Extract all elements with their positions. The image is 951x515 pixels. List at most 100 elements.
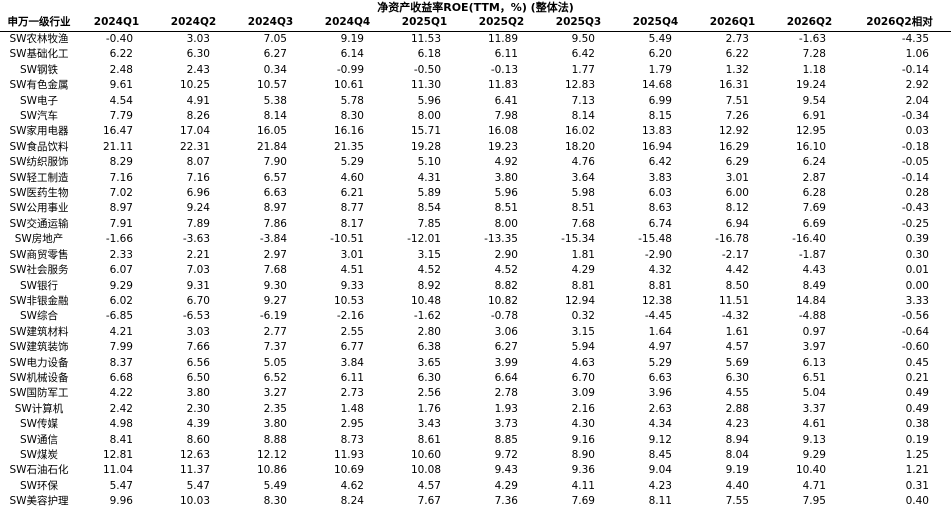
table-row: SW医药生物 7.02 6.96 6.63 6.21 5.89 5.96 5.98 6.03 6.… [0, 186, 951, 201]
roe-value: 16.16 [333, 125, 364, 138]
industry-name: SW纺织服饰 [9, 156, 69, 169]
industry-name: SW轻工制造 [9, 171, 69, 184]
roe-value: -6.85 [105, 310, 133, 323]
roe-value: 3.64 [571, 171, 595, 184]
roe-value: -6.53 [182, 310, 210, 323]
roe-value: 12.92 [718, 125, 749, 138]
roe-value: 2.21 [186, 248, 210, 261]
roe-value: 12.38 [641, 294, 672, 307]
roe-value: 6.30 [725, 371, 749, 384]
roe-value: 2.73 [340, 387, 364, 400]
roe-value: 17.04 [179, 125, 210, 138]
roe-value: -0.43 [901, 202, 929, 215]
roe-value: 10.69 [333, 464, 364, 477]
roe-value: 15.71 [410, 125, 441, 138]
roe-value: 0.40 [905, 495, 929, 508]
roe-value: 8.77 [340, 202, 364, 215]
roe-value: 6.64 [494, 371, 518, 384]
roe-value: 9.27 [263, 294, 287, 307]
roe-value: 12.94 [564, 294, 595, 307]
industry-name: SW交通运输 [9, 217, 69, 230]
roe-value: 5.94 [571, 341, 595, 354]
roe-value: 9.24 [186, 202, 210, 215]
roe-value: 5.98 [571, 187, 595, 200]
roe-value: 6.99 [648, 94, 672, 107]
roe-value: 8.85 [494, 433, 518, 446]
roe-value: 6.63 [263, 187, 287, 200]
roe-value: 6.07 [109, 264, 133, 277]
roe-value: 4.43 [802, 264, 826, 277]
roe-value: 6.68 [109, 371, 133, 384]
roe-value: 6.29 [725, 156, 749, 169]
roe-value: 7.86 [263, 217, 287, 230]
roe-value: 2.80 [417, 325, 441, 338]
roe-value: 4.71 [802, 479, 826, 492]
roe-value: 4.11 [571, 479, 595, 492]
industry-name: SW国防军工 [9, 387, 69, 400]
roe-value: 6.21 [340, 187, 364, 200]
roe-value: 5.10 [417, 156, 441, 169]
roe-value: 2.33 [109, 248, 133, 261]
roe-value: 7.90 [263, 156, 287, 169]
roe-value: 6.11 [494, 48, 518, 61]
roe-value: -4.45 [644, 310, 672, 323]
roe-value: -13.35 [484, 233, 518, 246]
roe-value: 6.77 [340, 341, 364, 354]
roe-value: 9.19 [725, 464, 749, 477]
roe-value: 7.69 [802, 202, 826, 215]
table-row: SW机械设备 6.68 6.50 6.52 6.11 6.30 6.64 6.70 6.63 6.… [0, 371, 951, 386]
header-cell: 2026Q2 [771, 15, 848, 32]
roe-value: 8.12 [725, 202, 749, 215]
roe-value: 3.83 [648, 171, 672, 184]
roe-value: 21.35 [333, 140, 364, 153]
roe-value: -1.62 [413, 310, 441, 323]
roe-value: 1.06 [905, 48, 929, 61]
industry-name: SW电力设备 [9, 356, 69, 369]
roe-value: 8.00 [494, 217, 518, 230]
roe-value: 10.86 [256, 464, 287, 477]
header-cell: 2026Q2相对 [848, 15, 951, 32]
roe-value: 19.23 [487, 140, 518, 153]
roe-value: 6.94 [725, 217, 749, 230]
roe-value: 7.03 [186, 264, 210, 277]
roe-value: 9.19 [340, 33, 364, 45]
roe-value: 4.21 [109, 325, 133, 338]
roe-value: 2.97 [263, 248, 287, 261]
roe-value: 5.29 [648, 356, 672, 369]
roe-value: 4.31 [417, 171, 441, 184]
roe-value: 3.43 [417, 418, 441, 431]
roe-value: 3.06 [494, 325, 518, 338]
roe-value: -4.35 [901, 33, 929, 45]
roe-value: 4.40 [725, 479, 749, 492]
roe-value: 0.38 [905, 418, 929, 431]
table-row: SW建筑装饰 7.99 7.66 7.37 6.77 6.38 6.27 5.94 4.97 4.… [0, 340, 951, 355]
roe-value: 0.34 [263, 63, 287, 76]
roe-value: 7.28 [802, 48, 826, 61]
roe-value: 3.96 [648, 387, 672, 400]
roe-value: -0.14 [901, 63, 929, 76]
roe-value: 8.45 [648, 448, 672, 461]
roe-value: 9.61 [109, 79, 133, 92]
roe-value: 5.04 [802, 387, 826, 400]
roe-value: 4.62 [340, 479, 364, 492]
roe-value: 4.57 [725, 341, 749, 354]
roe-value: 7.98 [494, 110, 518, 123]
table-row: SW银行 9.29 9.31 9.30 9.33 8.92 8.82 8.81 8.81 8.50… [0, 279, 951, 294]
roe-value: 3.37 [802, 402, 826, 415]
roe-value: 8.51 [571, 202, 595, 215]
table-row: SW有色金属 9.61 10.25 10.57 10.61 11.30 11.83 12.83… [0, 78, 951, 93]
roe-value: 0.28 [905, 187, 929, 200]
roe-value: 6.42 [648, 156, 672, 169]
roe-value: 16.31 [718, 79, 749, 92]
roe-value: 7.89 [186, 217, 210, 230]
roe-value: 8.94 [725, 433, 749, 446]
roe-value: 10.03 [179, 495, 210, 508]
roe-value: 8.81 [571, 279, 595, 292]
roe-value: 8.26 [186, 110, 210, 123]
roe-value: 9.31 [186, 279, 210, 292]
roe-value: 8.97 [263, 202, 287, 215]
roe-value: 10.40 [795, 464, 826, 477]
roe-value: 5.69 [725, 356, 749, 369]
roe-value: 6.56 [186, 356, 210, 369]
roe-value: 8.00 [417, 110, 441, 123]
